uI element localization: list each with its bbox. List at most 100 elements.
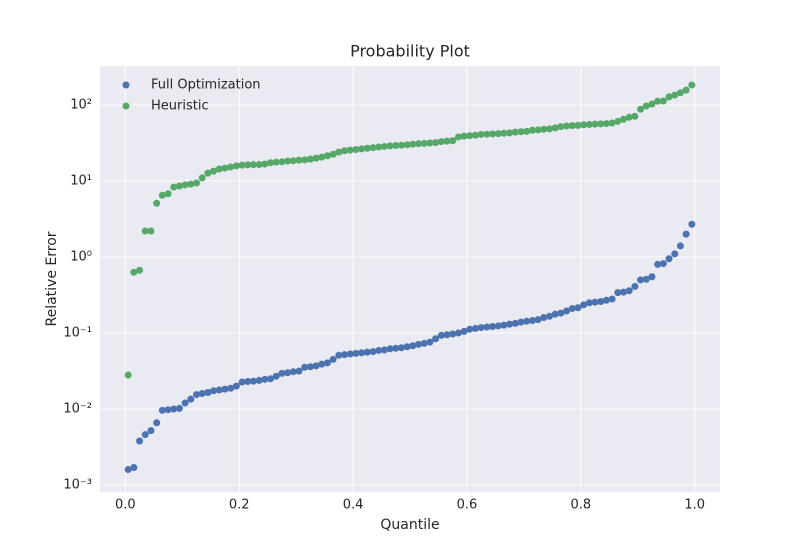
data-point xyxy=(437,138,445,146)
legend-label: Heuristic xyxy=(151,99,209,114)
data-point xyxy=(278,158,286,166)
data-point xyxy=(602,120,610,128)
data-point xyxy=(591,298,599,306)
data-point xyxy=(523,317,531,325)
y-tick-label: 10⁻² xyxy=(63,402,92,417)
data-point xyxy=(500,129,508,137)
data-point xyxy=(335,148,343,156)
data-point xyxy=(187,395,195,403)
data-point xyxy=(506,129,514,137)
data-point xyxy=(238,161,246,169)
data-point xyxy=(580,121,588,129)
data-point xyxy=(585,299,593,307)
data-point xyxy=(346,146,354,154)
plot-area xyxy=(100,66,720,492)
data-point xyxy=(682,230,690,238)
data-point xyxy=(267,375,275,383)
data-point xyxy=(341,351,349,359)
data-point xyxy=(397,344,405,352)
data-point xyxy=(426,338,434,346)
data-point xyxy=(511,128,519,136)
data-point xyxy=(597,120,605,128)
data-point xyxy=(614,289,622,297)
data-point xyxy=(608,119,616,127)
y-tick-label: 10² xyxy=(70,98,92,113)
data-point xyxy=(141,227,149,235)
data-point xyxy=(602,296,610,304)
data-point xyxy=(614,117,622,125)
x-tick-label: 0.6 xyxy=(457,498,478,513)
data-point xyxy=(295,367,303,375)
data-point xyxy=(284,157,292,165)
data-point xyxy=(403,343,411,351)
data-point xyxy=(523,127,531,135)
data-point xyxy=(170,183,178,191)
x-tick-label: 0.2 xyxy=(229,498,250,513)
data-point xyxy=(682,86,690,94)
data-point xyxy=(415,140,423,148)
data-point xyxy=(545,312,553,320)
data-point xyxy=(335,351,343,359)
data-point xyxy=(500,321,508,329)
data-point xyxy=(420,139,428,147)
data-point xyxy=(597,297,605,305)
data-point xyxy=(409,140,417,148)
data-point xyxy=(341,147,349,155)
data-point xyxy=(369,348,377,356)
data-point xyxy=(164,190,172,198)
data-point xyxy=(227,384,235,392)
data-point xyxy=(466,325,474,333)
data-point xyxy=(215,386,223,394)
data-point xyxy=(369,144,377,152)
data-point xyxy=(420,339,428,347)
data-point xyxy=(625,287,633,295)
data-point xyxy=(443,137,451,145)
data-point xyxy=(267,159,275,167)
x-axis-label: Quantile xyxy=(380,517,439,533)
data-point xyxy=(181,181,189,189)
data-point xyxy=(295,156,303,164)
data-point xyxy=(665,255,673,263)
data-point xyxy=(443,331,451,339)
data-point xyxy=(289,368,297,376)
data-point xyxy=(306,363,314,371)
data-point xyxy=(648,273,656,281)
data-point xyxy=(534,126,542,134)
data-point xyxy=(232,162,240,170)
data-point xyxy=(648,100,656,108)
data-point xyxy=(642,102,650,110)
data-point xyxy=(477,130,485,138)
data-point xyxy=(466,132,474,140)
data-point xyxy=(426,139,434,147)
data-point xyxy=(153,419,161,427)
data-point xyxy=(563,307,571,315)
data-point xyxy=(352,349,360,357)
data-point xyxy=(506,320,514,328)
data-point xyxy=(557,123,565,131)
data-point xyxy=(392,142,400,150)
data-point xyxy=(471,131,479,139)
data-point xyxy=(574,121,582,129)
data-point xyxy=(449,137,457,145)
data-point xyxy=(608,295,616,303)
data-point xyxy=(363,348,371,356)
data-point xyxy=(517,318,525,326)
y-tick-label: 10⁰ xyxy=(70,250,92,265)
data-point xyxy=(574,304,582,312)
data-point xyxy=(432,335,440,343)
data-point xyxy=(204,169,212,177)
data-point xyxy=(244,378,252,386)
data-point xyxy=(215,165,223,173)
data-point xyxy=(289,157,297,165)
data-point xyxy=(534,316,542,324)
data-point xyxy=(380,142,388,150)
y-tick-label: 10⁻³ xyxy=(63,478,92,493)
data-point xyxy=(471,324,479,332)
data-point xyxy=(460,132,468,140)
x-tick-label: 0.0 xyxy=(115,498,136,513)
data-point xyxy=(409,342,417,350)
data-point xyxy=(688,81,696,89)
data-point xyxy=(318,153,326,161)
data-point xyxy=(130,268,138,276)
data-point xyxy=(301,363,309,371)
